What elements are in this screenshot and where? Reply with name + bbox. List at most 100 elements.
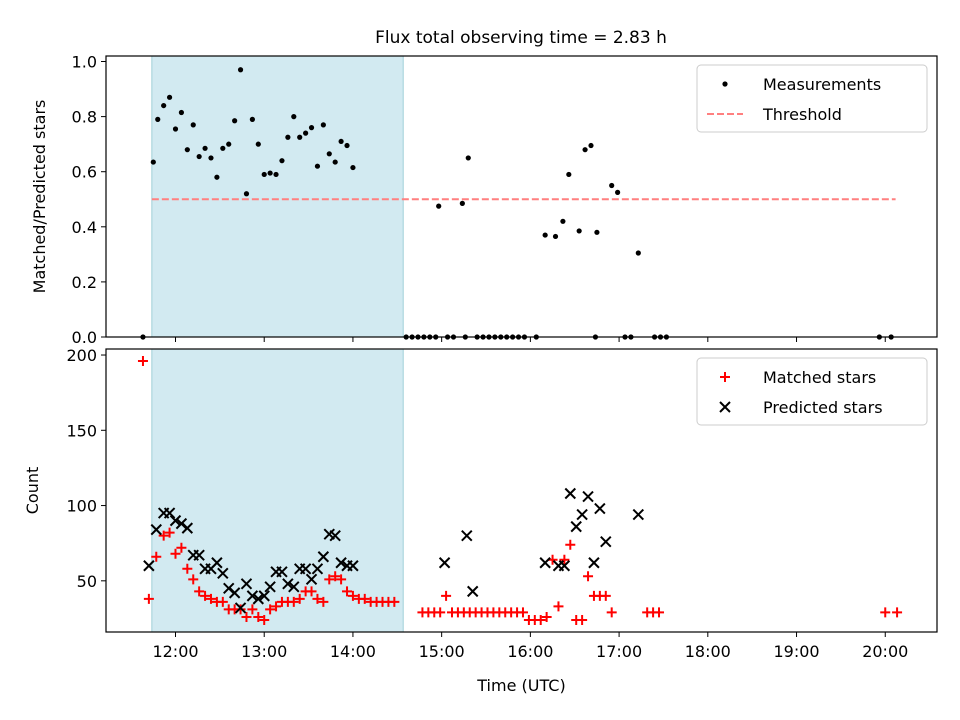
predicted-stars-point [305, 573, 318, 586]
predicted-stars-point [252, 593, 265, 605]
measurement-point [297, 134, 303, 140]
y-tick-label: 50 [77, 572, 97, 591]
legend-label: Predicted stars [763, 398, 883, 417]
ratio-legend: Measurements Threshold [696, 64, 928, 133]
predicted-stars-point [258, 590, 270, 602]
measurement-point [609, 182, 615, 189]
matched-stars-point [241, 611, 252, 622]
matched-stars-point [306, 586, 317, 597]
measurement-point [155, 116, 161, 122]
matched-stars-point [200, 590, 211, 601]
chart-title: Flux total observing time = 2.83 h [375, 28, 667, 48]
measurement-point [190, 122, 196, 128]
matched-stars-point [565, 539, 576, 550]
matched-stars-point [553, 601, 564, 612]
x-axis-label: Time (UTC) [476, 676, 565, 695]
observing-interval-shade [151, 55, 404, 338]
matched-stars-point [330, 571, 341, 582]
matched-stars-point [205, 593, 216, 604]
matched-stars-point [143, 593, 154, 604]
predicted-stars-point [240, 578, 253, 590]
y-tick-label: 0.8 [72, 108, 97, 127]
matched-stars-point [347, 590, 358, 601]
measurement-point [459, 200, 465, 206]
predicted-stars-point [264, 581, 276, 593]
predicted-stars-point [193, 549, 205, 561]
predicted-stars-point [282, 578, 294, 590]
measurement-point [576, 228, 582, 234]
y-axis-label: Matched/Predicted stars [30, 100, 49, 294]
measurement-point [267, 170, 273, 176]
measurement-point [303, 130, 309, 136]
y-tick-label: 0.6 [72, 163, 97, 182]
matched-stars-point [312, 593, 323, 604]
x-tick-label: 18:00 [685, 642, 731, 661]
matched-stars-point [151, 551, 162, 562]
measurement-point [255, 141, 261, 147]
matched-stars-point [606, 607, 617, 618]
measurement-point [214, 174, 220, 180]
predicted-stars-point [461, 529, 473, 542]
legend-label: Threshold [762, 105, 842, 124]
x-tick-label: 19:00 [773, 642, 819, 661]
legend-box [696, 64, 928, 133]
axes-frame [105, 348, 938, 633]
matched-stars-point [217, 596, 228, 607]
predicted-stars-point [632, 508, 645, 521]
predicted-stars-point [600, 535, 612, 548]
matched-stars-point [137, 356, 148, 367]
ratio-panel: 0.0 0.2 0.4 0.6 0.8 1.0 Matched/Predicted star… [30, 53, 938, 347]
matched-stars-point [517, 607, 528, 618]
measurement-point [261, 171, 267, 178]
predicted-stars-point [347, 560, 359, 572]
predicted-stars-point [317, 551, 330, 563]
predicted-stars-point [466, 585, 479, 598]
matched-stars-point [259, 614, 270, 625]
matched-stars-point [435, 607, 446, 618]
matched-stars-point [600, 590, 611, 601]
matched-stars-point [170, 548, 181, 559]
matched-stars-point [182, 563, 193, 574]
matched-stars-point [253, 611, 264, 622]
matched-stars-point [271, 601, 282, 612]
matched-stars-point [577, 614, 588, 625]
predicted-stars-point [311, 563, 324, 575]
matched-stars-point [892, 607, 903, 618]
matched-stars-point [164, 527, 175, 538]
y-tick-label: 100 [66, 497, 97, 516]
measurement-point [582, 147, 588, 153]
predicted-stars-point [588, 557, 600, 569]
predicted-stars-point [181, 522, 194, 534]
matched-stars-point [265, 604, 276, 615]
matched-stars-point [559, 554, 570, 565]
predicted-stars-point [288, 581, 300, 593]
matched-stars-point [583, 571, 594, 582]
predicted-stars-point [211, 557, 223, 569]
y-tick-label: 150 [66, 421, 97, 440]
measurement-point [208, 155, 214, 161]
y-tick-label: 200 [66, 346, 97, 365]
matched-stars-point [188, 574, 199, 585]
predicted-stars-point [217, 567, 229, 580]
predicted-stars-point [438, 557, 451, 569]
measurement-point [465, 155, 471, 161]
measurement-point [594, 229, 600, 235]
x-tick-label: 16:00 [507, 642, 553, 661]
predicted-stars-point [564, 487, 577, 500]
matched-stars-point [294, 593, 305, 604]
measurement-point [436, 203, 442, 209]
measurement-point [552, 233, 559, 240]
measurement-point [150, 159, 156, 165]
predicted-stars-point [276, 566, 288, 578]
x-tick-label: 20:00 [862, 642, 908, 661]
predicted-stars-point [163, 507, 176, 519]
y-tick-label: 0.0 [72, 328, 97, 347]
measurement-point [291, 114, 297, 120]
x-tick-label: 12:00 [152, 642, 198, 661]
predicted-stars-point [558, 560, 571, 572]
predicted-stars-point [570, 520, 582, 533]
measurement-point [350, 164, 356, 171]
count-legend: Matched stars Predicted stars [696, 357, 928, 426]
measurement-point [226, 141, 232, 147]
y-tick-label: 1.0 [72, 53, 97, 72]
